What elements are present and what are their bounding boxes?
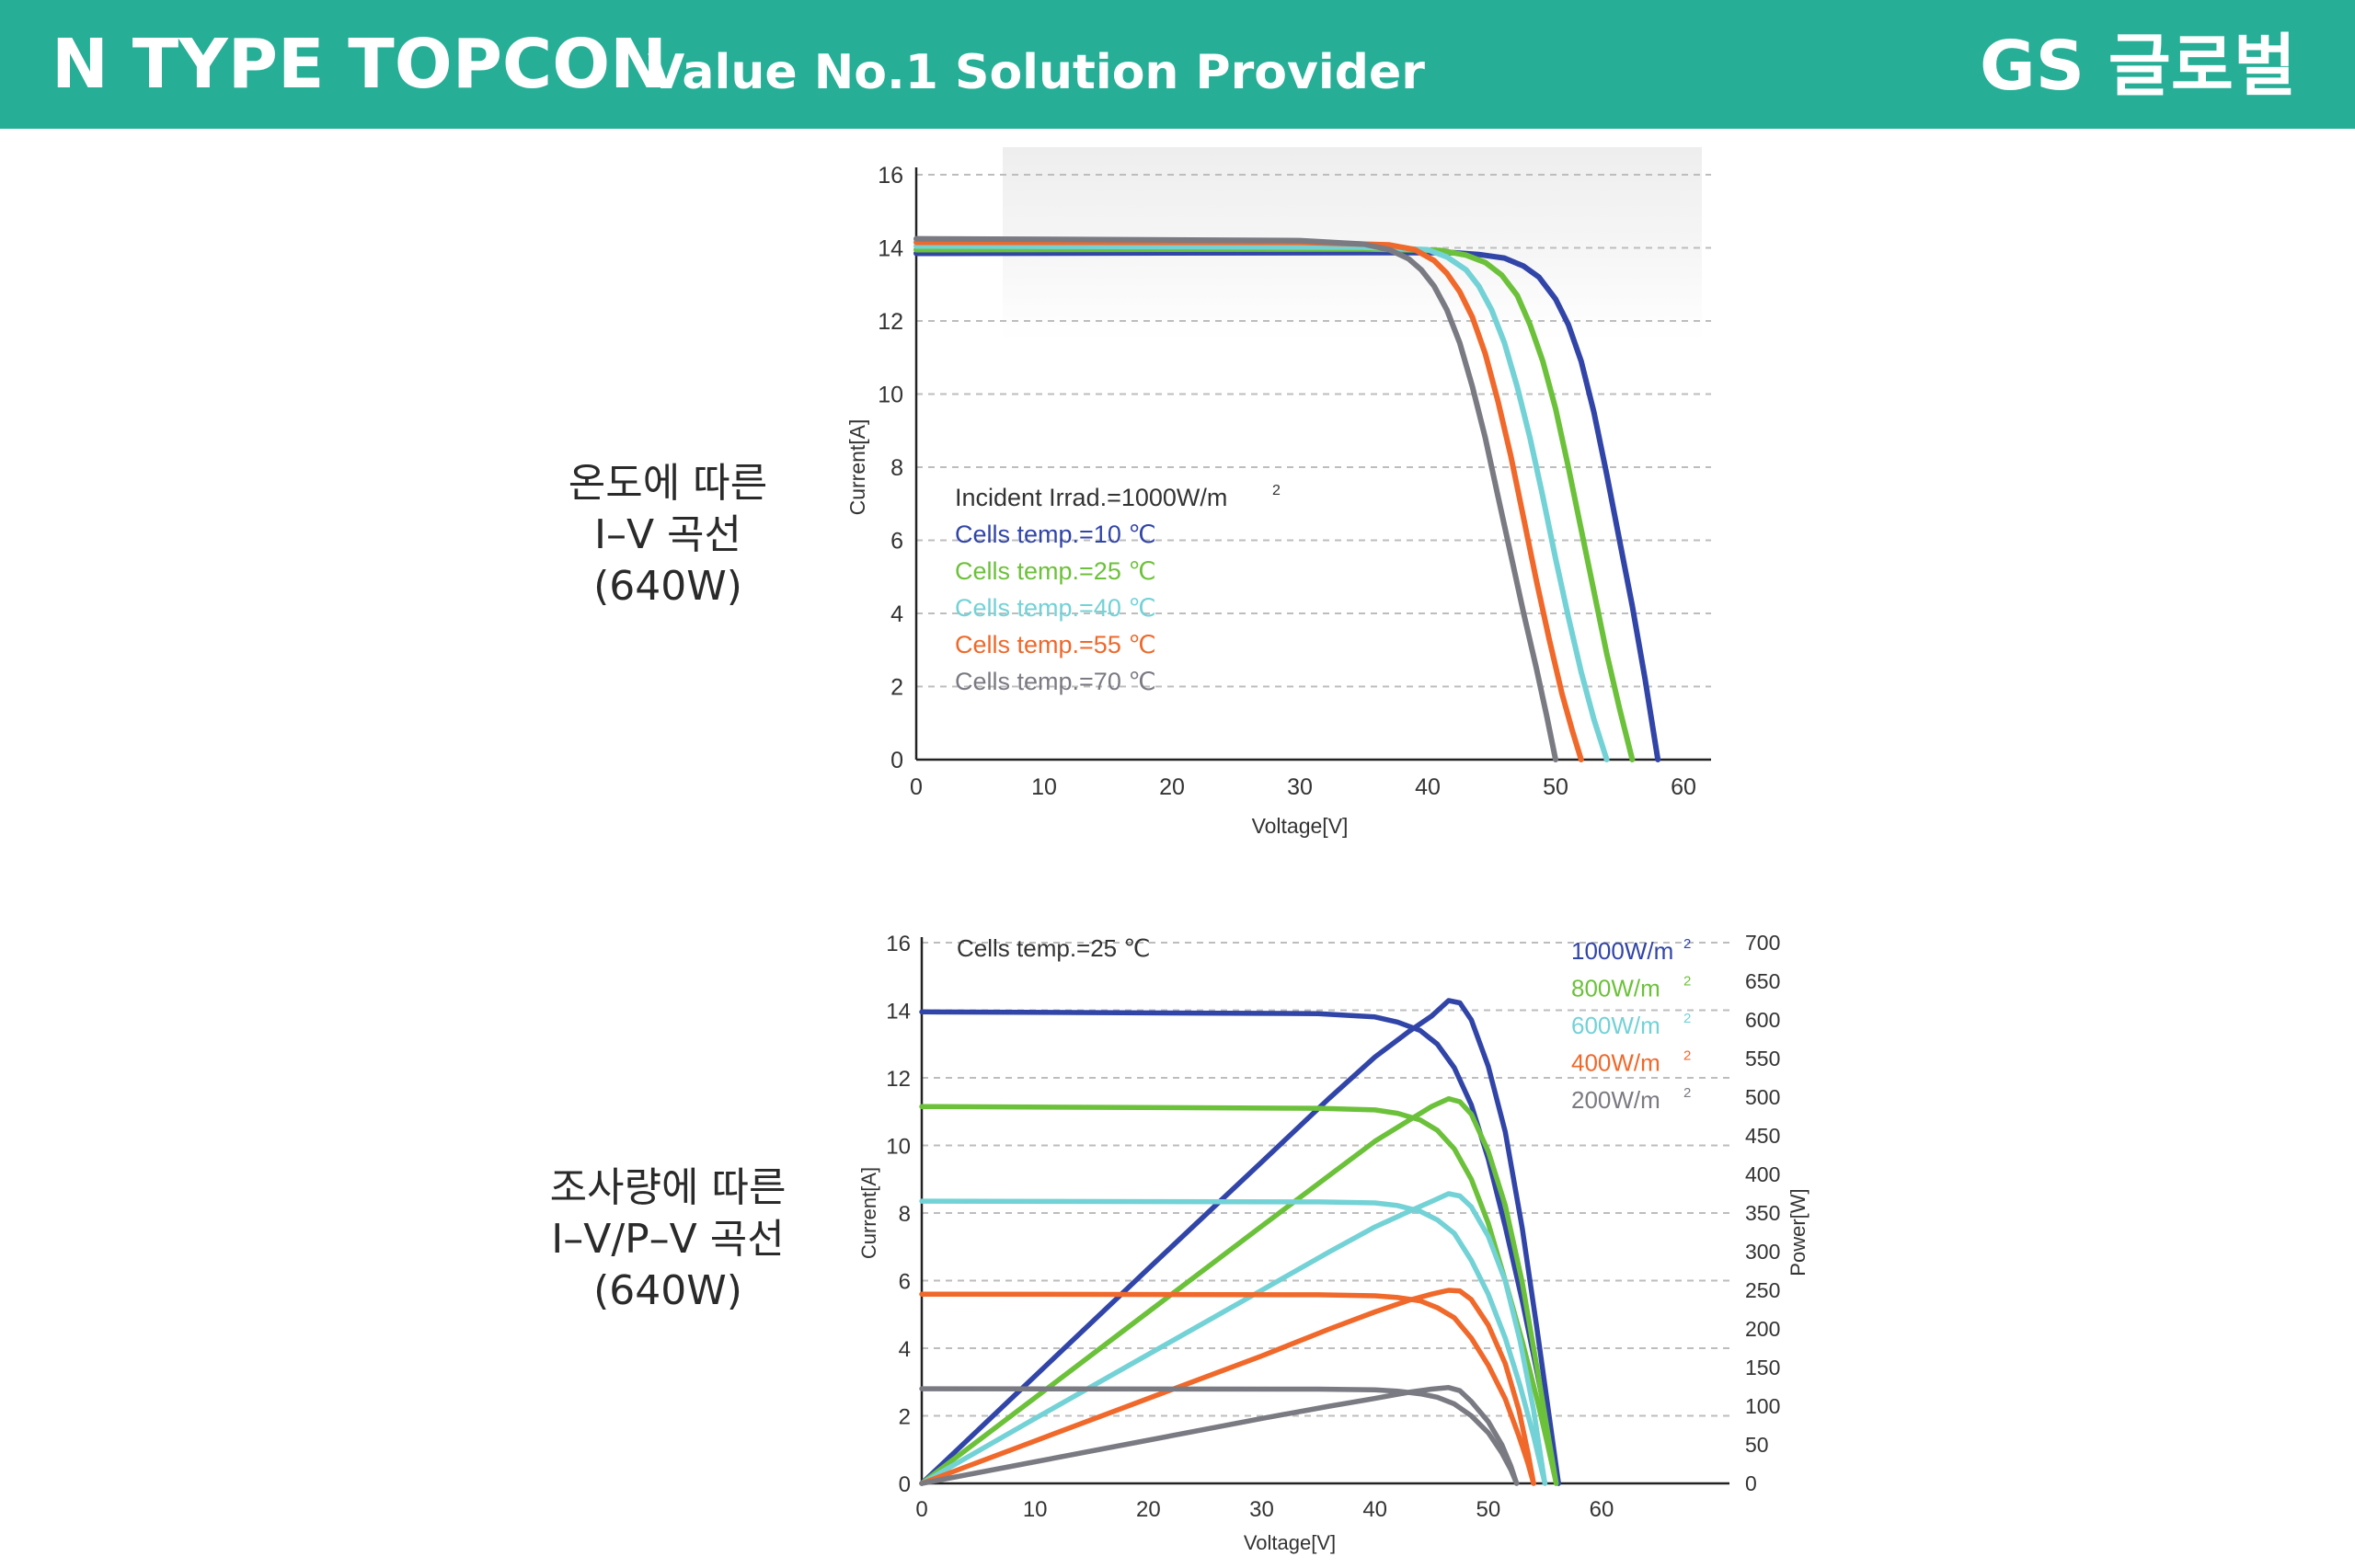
y-tick-label: 2 [899,1405,911,1430]
series-line [913,243,1610,762]
legend-entry: 200W/m [1571,1086,1660,1114]
x-tick-label: 60 [1671,774,1696,800]
y2-tick-label: 650 [1745,969,1780,993]
y-axis-title: Current[A] [857,1167,880,1259]
y-tick-label: 4 [899,1337,911,1362]
legend-entry: Cells temp.=70 ℃ [955,668,1156,695]
y-tick-label: 6 [899,1270,911,1295]
y-tick-label: 8 [890,455,903,481]
legend-entry: Cells temp.=40 ℃ [955,594,1156,622]
legend-superscript: 2 [1683,936,1691,952]
y-tick-label: 12 [878,309,903,335]
irradiance-annotation: Incident Irrad.=1000W/m [955,484,1227,511]
iv-series-line [919,1386,1520,1486]
pv-series-line [919,1095,1559,1486]
y-axis-title: Current[A] [845,419,869,516]
label-line: (640W) [593,1267,742,1314]
y-tick-label: 6 [890,529,903,555]
y2-tick-label: 50 [1745,1433,1769,1457]
series-line [913,239,1584,762]
pv-series-line [919,1385,1520,1486]
legend-superscript: 2 [1683,974,1691,990]
label-line: 조사량에 따른 [549,1164,787,1211]
y-tick-label: 16 [886,932,911,956]
y-tick-label: 14 [878,236,903,262]
temperature-annotation: Cells temp.=25 ℃ [957,934,1151,962]
y2-tick-label: 450 [1745,1124,1780,1148]
legend-entry: 600W/m [1571,1012,1660,1039]
x-tick-label: 40 [1362,1497,1387,1522]
y2-tick-label: 100 [1745,1394,1780,1418]
y2-tick-label: 550 [1745,1047,1780,1070]
pv-series-line [919,1288,1536,1486]
legend-superscript: 2 [1683,1048,1691,1064]
temperature-curve-label: 온도에 따른 I–V 곡선 (640W) [465,458,870,612]
y-tick-label: 0 [890,748,903,773]
legend-superscript: 2 [1683,1011,1691,1026]
legend-entry: Cells temp.=25 ℃ [955,557,1156,585]
y2-tick-label: 150 [1745,1356,1780,1379]
x-axis-title: Voltage[V] [1252,814,1349,838]
header-subtitle: Value No.1 Solution Provider [648,45,1425,100]
y-tick-label: 0 [899,1472,911,1497]
y2-tick-label: 500 [1745,1085,1780,1109]
x-tick-label: 10 [1023,1497,1048,1522]
legend-entry: 1000W/m [1571,937,1673,965]
y-tick-label: 12 [886,1067,911,1092]
iv-series-line [919,1104,1559,1486]
brand-logo: GS 글로벌 [1979,27,2296,106]
y-tick-label: 4 [890,601,903,627]
legend-superscript: 2 [1683,1085,1691,1101]
y2-tick-label: 200 [1745,1317,1780,1341]
x-tick-label: 0 [910,774,923,800]
x-tick-label: 10 [1031,774,1057,800]
y-tick-label: 10 [878,383,903,408]
y2-tick-label: 250 [1745,1278,1780,1302]
y-tick-label: 10 [886,1135,911,1160]
x-tick-label: 50 [1543,774,1568,800]
irradiance-curve-label: 조사량에 따른 I–V/P–V 곡선 (640W) [465,1162,870,1317]
y2-axis-title: Power[W] [1786,1188,1809,1276]
pv-series-line [919,998,1561,1486]
label-line: (640W) [593,563,742,610]
y2-tick-label: 300 [1745,1240,1780,1264]
x-tick-label: 30 [1287,774,1313,800]
label-line: 온도에 따른 [568,460,768,507]
header-bar: N TYPE TOPCON Value No.1 Solution Provid… [0,0,2355,129]
legend-entry: 400W/m [1571,1049,1660,1077]
series-line [913,235,1558,762]
series-line [913,246,1636,762]
y-tick-label: 2 [890,675,903,701]
y2-tick-label: 350 [1745,1201,1780,1225]
label-line: I–V 곡선 [593,511,742,558]
irradiance-iv-pv-chart: 0246810121416050100150200250300350400450… [857,931,1809,1554]
legend-entry: Cells temp.=10 ℃ [955,521,1156,548]
annotation-superscript: 2 [1272,483,1281,498]
label-line: I–V/P–V 곡선 [551,1216,785,1263]
x-tick-label: 30 [1249,1497,1274,1522]
x-tick-label: 0 [915,1497,927,1522]
temperature-iv-chart: 0 2 4 6 8 10 12 14 16 0 10 20 30 40 50 60 Voltage[V] Curr… [845,163,1711,838]
x-tick-label: 50 [1476,1497,1500,1522]
y-tick-label: 14 [886,1000,911,1024]
legend-entry: 800W/m [1571,975,1660,1002]
x-tick-label: 20 [1159,774,1185,800]
header-title: N TYPE TOPCON [52,25,668,104]
x-tick-label: 40 [1415,774,1441,800]
y-tick-label: 16 [878,163,903,189]
y2-tick-label: 700 [1745,931,1780,955]
y-tick-label: 8 [899,1202,911,1227]
x-tick-label: 20 [1136,1497,1161,1522]
x-tick-label: 60 [1590,1497,1614,1522]
y2-tick-label: 0 [1745,1471,1757,1495]
x-axis-title: Voltage[V] [1244,1531,1336,1554]
legend-entry: Cells temp.=55 ℃ [955,631,1156,658]
y2-tick-label: 400 [1745,1162,1780,1186]
y2-tick-label: 600 [1745,1008,1780,1032]
pv-series-line [919,1191,1548,1486]
iv-series-line [919,1291,1536,1486]
iv-series-line [919,1198,1548,1486]
